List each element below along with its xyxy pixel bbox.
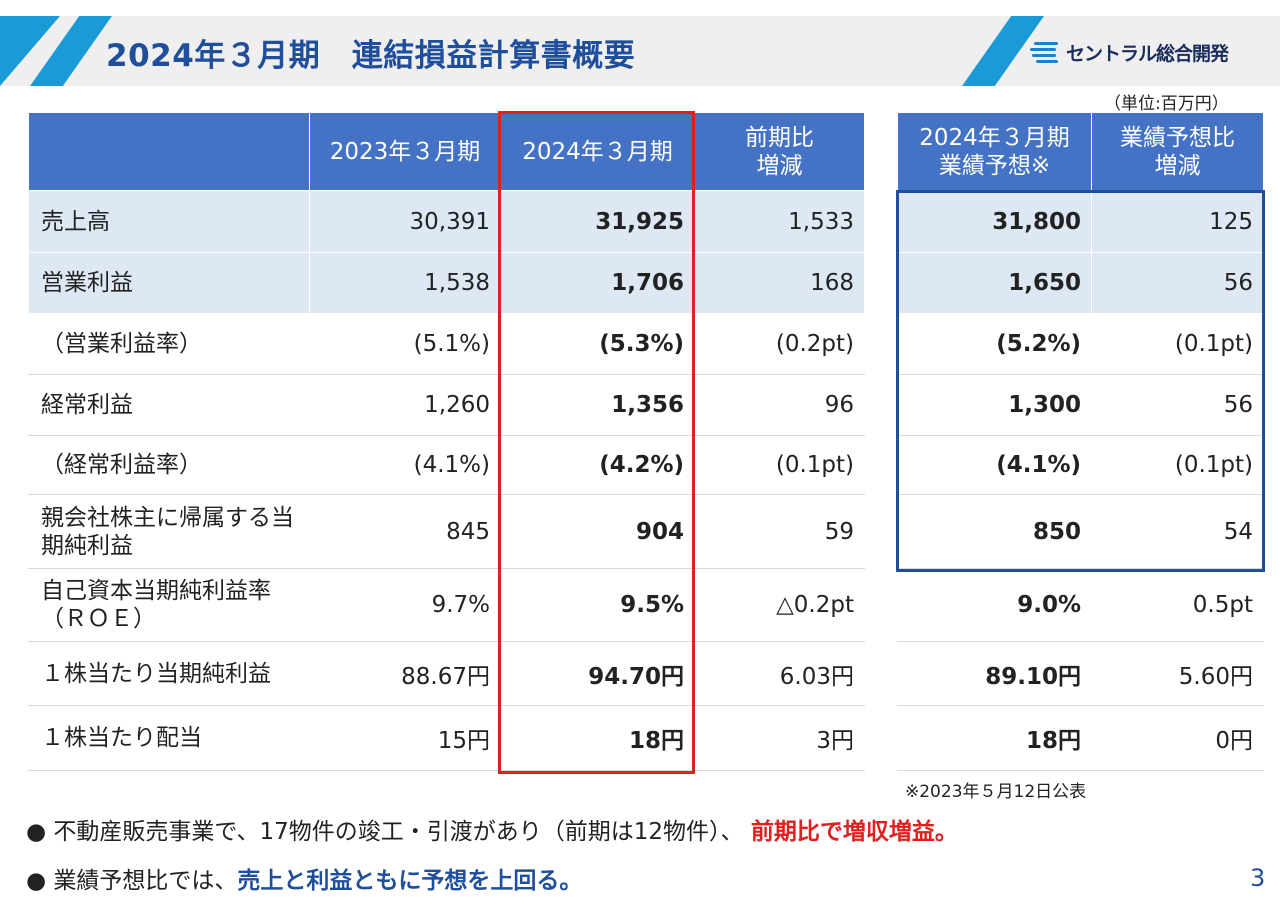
table-row: 営業利益 1,538 1,706 168 — [28, 252, 865, 314]
forecast-cell: (5.2%) — [897, 313, 1092, 375]
value-cell: 9.5% — [500, 568, 695, 642]
forecast-highlight — [896, 190, 1265, 572]
value-cell: (0.1pt) — [694, 435, 865, 495]
bullet-text: 業績予想比では、 — [53, 868, 238, 894]
forecast-cell: 1,650 — [897, 252, 1092, 314]
table-row: 売上高 30,391 31,925 1,533 — [28, 190, 865, 253]
value-cell: 1,706 — [500, 252, 695, 314]
row-label: 自己資本当期純利益率（ＲＯＥ） — [28, 568, 310, 642]
row-label: １株当たり当期純利益 — [28, 641, 310, 706]
bullet-marker: ● — [26, 868, 47, 894]
value-cell: 9.7% — [309, 568, 501, 642]
table-row: 850 54 — [897, 494, 1264, 569]
value-cell: 30,391 — [309, 190, 501, 253]
value-cell: 18円 — [500, 705, 695, 771]
value-cell: 1,356 — [500, 374, 695, 436]
unit-label: （単位:百万円） — [1104, 94, 1229, 114]
forecast-cell: 5.60円 — [1091, 641, 1264, 706]
header-cell: 2024年３月期 — [500, 112, 695, 191]
bullet-item: ● 不動産販売事業で、17物件の竣工・引渡があり（前期は12物件）、 前期比で増… — [26, 812, 958, 846]
table-row: (4.1%) (0.1pt) — [897, 435, 1264, 495]
comparison-table: 2023年３月期 2024年３月期 前期比 増減 売上高 30,391 31,925… — [28, 112, 865, 771]
logo-text: セントラル総合開発 — [1066, 42, 1229, 65]
forecast-cell: 125 — [1091, 190, 1264, 253]
value-cell: 1,260 — [309, 374, 501, 436]
forecast-cell: 0.5pt — [1091, 568, 1264, 642]
header-cell: 2023年３月期 — [309, 112, 501, 191]
row-label: 親会社株主に帰属する当期純利益 — [28, 494, 310, 569]
table-row: 18円 0円 — [897, 705, 1264, 771]
value-cell: 96 — [694, 374, 865, 436]
row-label: 経常利益 — [28, 374, 310, 436]
value-cell: (5.1%) — [309, 313, 501, 375]
row-label: （経常利益率） — [28, 435, 310, 495]
page-title: 2024年３月期 連結損益計算書概要 — [106, 38, 636, 74]
bullet-marker: ● — [26, 819, 47, 845]
table-row: 31,800 125 — [897, 190, 1264, 253]
table-row: １株当たり配当 15円 18円 3円 — [28, 705, 865, 771]
forecast-cell: 0円 — [1091, 705, 1264, 771]
forecast-note: ※2023年５月12日公表 — [905, 782, 1087, 802]
table-row: １株当たり当期純利益 88.67円 94.70円 6.03円 — [28, 641, 865, 706]
header-band — [0, 16, 1280, 86]
forecast-cell: 31,800 — [897, 190, 1092, 253]
table-row: 89.10円 5.60円 — [897, 641, 1264, 706]
table-row: 親会社株主に帰属する当期純利益 845 904 59 — [28, 494, 865, 569]
value-cell: 1,538 — [309, 252, 501, 314]
forecast-cell: (0.1pt) — [1091, 435, 1264, 495]
value-cell: 59 — [694, 494, 865, 569]
value-cell: 845 — [309, 494, 501, 569]
table-row: 経常利益 1,260 1,356 96 — [28, 374, 865, 436]
forecast-cell: 1,300 — [897, 374, 1092, 436]
row-label: （営業利益率） — [28, 313, 310, 375]
header-cell: 業績予想比 増減 — [1091, 112, 1264, 191]
logo-mark-icon — [1030, 39, 1060, 65]
forecast-cell: 56 — [1091, 374, 1264, 436]
page-number: 3 — [1250, 864, 1266, 892]
bullet-item: ● 業績予想比では、売上と利益ともに予想を上回る。 — [26, 861, 582, 895]
value-cell: (4.2%) — [500, 435, 695, 495]
forecast-cell: 9.0% — [897, 568, 1092, 642]
forecast-cell: 850 — [897, 494, 1092, 569]
forecast-table: 2024年３月期 業績予想※ 業績予想比 増減 31,800 125 1,650 56… — [897, 112, 1264, 771]
row-label: １株当たり配当 — [28, 705, 310, 771]
bullet-text: 不動産販売事業で、17物件の竣工・引渡があり（前期は12物件）、 — [46, 819, 751, 845]
value-cell: 31,925 — [500, 190, 695, 253]
value-cell: △0.2pt — [694, 568, 865, 642]
forecast-cell: (4.1%) — [897, 435, 1092, 495]
forecast-cell: 89.10円 — [897, 641, 1092, 706]
value-cell: 94.70円 — [500, 641, 695, 706]
table-row: 1,650 56 — [897, 252, 1264, 314]
header-cell — [28, 112, 310, 191]
bullet-emphasis: 売上と利益ともに予想を上回る。 — [237, 868, 583, 894]
header-cell: 前期比 増減 — [694, 112, 865, 191]
value-cell: 15円 — [309, 705, 501, 771]
value-cell: 3円 — [694, 705, 865, 771]
value-cell: 88.67円 — [309, 641, 501, 706]
header-cell: 2024年３月期 業績予想※ — [897, 112, 1092, 191]
forecast-cell: 56 — [1091, 252, 1264, 314]
value-cell: 6.03円 — [694, 641, 865, 706]
table-row: 自己資本当期純利益率（ＲＯＥ） 9.7% 9.5% △0.2pt — [28, 568, 865, 642]
bullet-emphasis: 前期比で増収増益。 — [750, 819, 958, 845]
company-logo: セントラル総合開発 — [1030, 36, 1229, 68]
forecast-cell: 18円 — [897, 705, 1092, 771]
value-cell: 1,533 — [694, 190, 865, 253]
value-cell: 168 — [694, 252, 865, 314]
table-row: 9.0% 0.5pt — [897, 568, 1264, 642]
table-row: 1,300 56 — [897, 374, 1264, 436]
value-cell: (0.2pt) — [694, 313, 865, 375]
value-cell: (4.1%) — [309, 435, 501, 495]
table-row: （営業利益率） (5.1%) (5.3%) (0.2pt) — [28, 313, 865, 375]
current-year-highlight — [498, 111, 695, 774]
forecast-cell: 54 — [1091, 494, 1264, 569]
row-label: 営業利益 — [28, 252, 310, 314]
table-row: （経常利益率） (4.1%) (4.2%) (0.1pt) — [28, 435, 865, 495]
row-label: 売上高 — [28, 190, 310, 253]
value-cell: 904 — [500, 494, 695, 569]
